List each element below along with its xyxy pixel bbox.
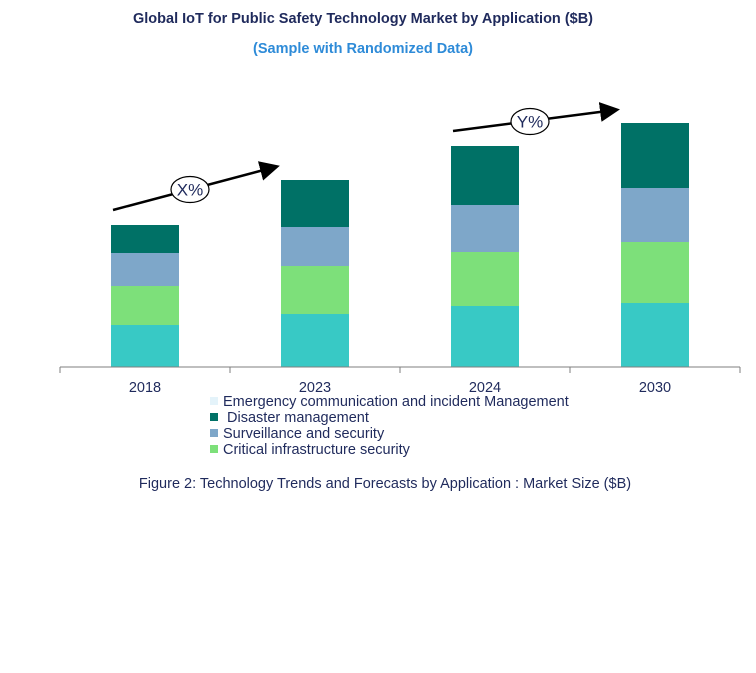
legend-label-emergency: Emergency communication and incident Man… [223, 394, 569, 410]
legend-label-critical: Critical infrastructure security [223, 442, 410, 458]
bar-2018-series-0 [111, 325, 179, 367]
bar-2030-series-1 [621, 242, 689, 303]
bar-2024-series-2 [451, 205, 519, 252]
legend-item-emergency: Emergency communication and incident Man… [210, 394, 569, 410]
legend-swatch-disaster [210, 413, 218, 422]
growth-label-1: Y% [517, 113, 543, 132]
legend: Emergency communication and incident Man… [210, 394, 569, 458]
bar-2018-series-3 [111, 225, 179, 253]
bar-2018-series-1 [111, 286, 179, 325]
legend-item-surveillance: Surveillance and security [210, 426, 569, 442]
legend-item-disaster: Disaster management [210, 410, 569, 426]
x-tick-label-2030: 2030 [639, 380, 671, 396]
bar-2023-series-2 [281, 227, 349, 266]
growth-bubble-0 [170, 175, 210, 204]
growth-bubble-1 [510, 107, 550, 136]
bar-2024-series-0 [451, 306, 519, 367]
chart-title: Global IoT for Public Safety Technology … [132, 11, 594, 27]
legend-swatch-critical [210, 445, 218, 454]
x-tick-label-2024: 2024 [469, 380, 501, 396]
bar-2024-series-1 [451, 252, 519, 306]
bar-2030-series-2 [621, 188, 689, 242]
bar-2024-series-3 [451, 146, 519, 205]
bar-2030-series-3 [621, 123, 689, 188]
legend-swatch-surveillance [210, 429, 218, 438]
figure-caption: Figure 2: Technology Trends and Forecast… [138, 476, 632, 492]
growth-label-0: X% [177, 181, 203, 200]
bar-2030-series-0 [621, 303, 689, 367]
stacked-bar-chart: 2018 2023 2024 2030 X% Y% [59, 102, 741, 396]
legend-item-critical: Critical infrastructure security [210, 442, 569, 458]
legend-swatch-emergency [210, 397, 218, 406]
x-tick-label-2023: 2023 [299, 380, 331, 396]
bar-2018-series-2 [111, 253, 179, 286]
x-tick-label-2018: 2018 [129, 380, 161, 396]
bar-2023-series-3 [281, 180, 349, 227]
bar-2023-series-0 [281, 314, 349, 367]
chart-subtitle: (Sample with Randomized Data) [253, 41, 473, 57]
legend-label-disaster: Disaster management [223, 410, 369, 426]
bar-2023-series-1 [281, 266, 349, 314]
legend-label-surveillance: Surveillance and security [223, 426, 385, 442]
